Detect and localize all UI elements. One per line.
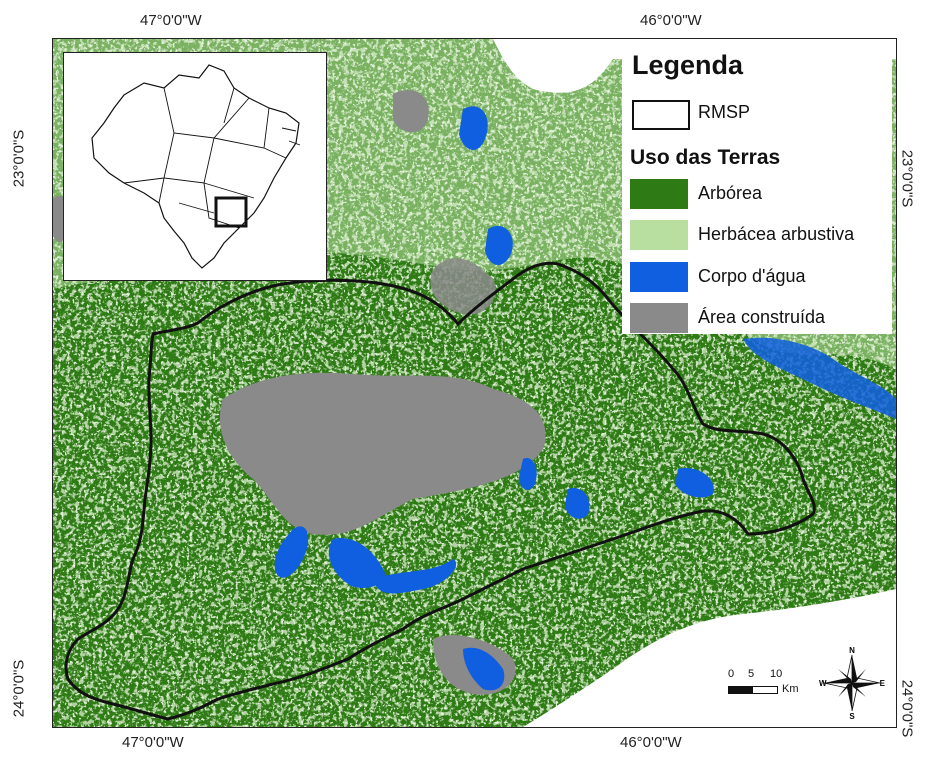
legend-section-title: Uso das Terras	[630, 146, 781, 169]
water-estuary	[463, 647, 505, 691]
rmsp-boundary	[64, 261, 816, 721]
north-arrow: N S E W	[817, 645, 887, 721]
built-up-area-core	[219, 372, 546, 535]
left-lat-label-top: 23°0'0"S	[10, 129, 28, 188]
rmsp-boundary-swatch	[632, 100, 690, 130]
scale-bar-segment-1	[728, 686, 753, 694]
bottom-lon-label-left: 47°0'0"W	[122, 734, 184, 751]
water-reservoir-1	[274, 526, 309, 578]
top-lon-label-left: 47°0'0"W	[140, 12, 202, 29]
study-area-locator	[214, 196, 248, 228]
legend-swatch-agua	[630, 262, 688, 292]
brazil-inset-map	[63, 52, 327, 281]
bottom-lon-label-right: 46°0'0"W	[620, 734, 682, 751]
built-up-area-northeast	[393, 90, 429, 133]
scale-unit: Km	[782, 683, 799, 695]
north-label: N	[849, 646, 855, 655]
ocean-area	[523, 589, 896, 727]
right-lat-label-bottom: 24°0'0"S	[898, 679, 916, 738]
legend-title: Legenda	[632, 50, 744, 80]
water-reservoir-far-east	[675, 468, 714, 498]
legend-label-agua: Corpo d'água	[698, 266, 806, 286]
south-label: S	[849, 712, 855, 720]
water-reservoir-paraiba	[743, 337, 896, 419]
compass-rose-icon: N S E W	[819, 646, 886, 721]
water-reservoir-north	[459, 106, 488, 150]
west-label: W	[819, 679, 827, 688]
water-reservoir-northwest	[485, 225, 513, 266]
east-label: E	[880, 679, 886, 688]
legend-panel: Legenda RMSP Uso das Terras Arbórea Herb…	[622, 42, 892, 334]
top-lon-label-right: 46°0'0"W	[640, 12, 702, 29]
water-reservoir-east	[519, 458, 537, 490]
legend-swatch-arborea	[630, 179, 688, 209]
left-lat-label-bottom: 24°0'0"S	[10, 659, 28, 718]
scale-tick-10: 10	[770, 668, 783, 680]
legend-label-arborea: Arbórea	[698, 183, 763, 203]
scale-bar-segment-2	[752, 686, 778, 694]
legend-label-construida: Área construída	[698, 307, 826, 327]
legend-label-herbacea: Herbácea arbustiva	[698, 224, 855, 244]
right-lat-label-top: 23°0'0"S	[898, 149, 916, 208]
legend-swatch-herbacea	[630, 220, 688, 250]
scale-bar: 0 5 10 Km	[728, 668, 808, 698]
water-reservoir-3	[373, 559, 457, 594]
legend-swatch-construida	[630, 303, 688, 333]
brazil-outline	[91, 64, 301, 269]
water-reservoir-east-2	[565, 488, 590, 519]
built-up-area-north	[430, 258, 496, 315]
scale-tick-0: 0	[728, 668, 735, 680]
rmsp-label: RMSP	[698, 102, 751, 122]
scale-tick-5: 5	[748, 668, 755, 680]
water-reservoir-2	[328, 538, 385, 589]
